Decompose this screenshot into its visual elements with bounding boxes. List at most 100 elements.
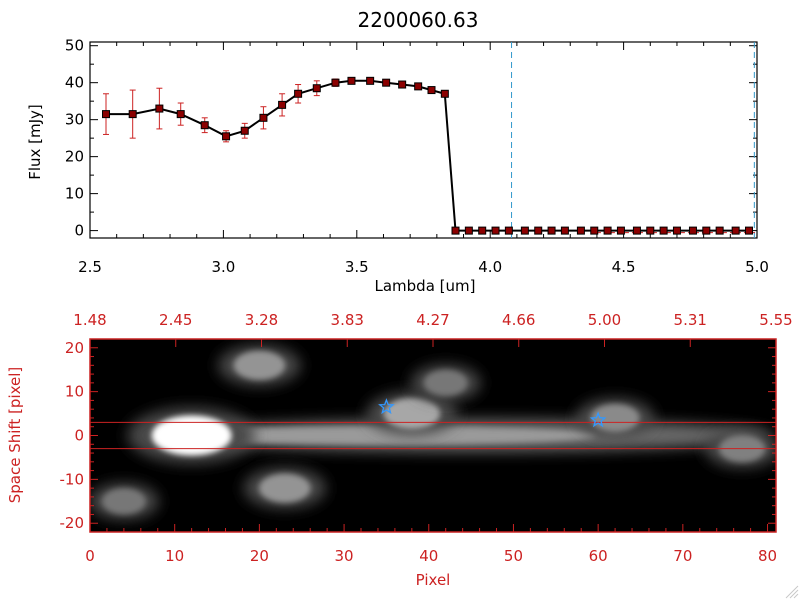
data-point (200, 121, 209, 130)
data-point (294, 89, 303, 98)
wavelength-tick-label: 3.28 (245, 311, 278, 329)
pixel-axis-label: Pixel (416, 571, 451, 589)
data-point (744, 226, 753, 235)
data-point (222, 132, 231, 141)
data-point (576, 226, 585, 235)
space-shift-axis-label: Space Shift [pixel] (6, 367, 24, 504)
y-tick-label: 0 (74, 222, 84, 240)
wavelength-tick-label: 1.48 (73, 311, 106, 329)
resize-grip-icon[interactable] (785, 585, 799, 599)
data-point (491, 226, 500, 235)
data-point (520, 226, 529, 235)
data-point (659, 226, 668, 235)
star-markers (378, 398, 607, 428)
y-tick-label: 40 (65, 74, 84, 92)
bottom-plot-axes: 0 10 20 30 40 50 60 70 80 1.48 2.45 3.28 3.83 4.27 4.6… (60, 311, 793, 565)
shift-tick-label: 0 (74, 427, 84, 445)
emission-blob (423, 369, 468, 396)
wavelength-tick-label: 3.83 (331, 311, 364, 329)
emission-blob (590, 403, 640, 432)
x-tick-label: 4.5 (612, 258, 636, 276)
pixel-tick-label: 40 (419, 547, 438, 565)
x-tick-label: 3.0 (211, 258, 235, 276)
y-tick-label: 50 (65, 37, 84, 55)
data-point (128, 110, 137, 119)
flux-spectrum-plot: 2200060.63 2.5 3.0 3.5 4.0 4.5 5.0 0 10 20 30 40 50… (26, 8, 769, 295)
pixel-tick-label: 80 (758, 547, 777, 565)
x-tick-label: 4.0 (478, 258, 502, 276)
x-axis-label: Lambda [um] (375, 277, 476, 295)
data-point (259, 113, 268, 122)
data-point (451, 226, 460, 235)
star-icon (589, 411, 607, 428)
data-point (440, 89, 449, 98)
data-point (366, 76, 375, 85)
emission-blob (233, 350, 286, 380)
shift-tick-label: 20 (65, 339, 84, 357)
data-point (331, 78, 340, 87)
spectral-image-plot: 0 10 20 30 40 50 60 70 80 1.48 2.45 3.28 3.83 4.27 4.6… (6, 311, 793, 589)
wavelength-tick-label: 2.45 (159, 311, 192, 329)
data-point (504, 226, 513, 235)
data-point (478, 226, 487, 235)
data-point (347, 76, 356, 85)
pixel-tick-label: 20 (250, 547, 269, 565)
pixel-tick-label: 50 (504, 547, 523, 565)
data-point (688, 226, 697, 235)
wavelength-tick-label: 4.27 (416, 311, 449, 329)
emission-blob (383, 398, 441, 430)
data-point (646, 226, 655, 235)
flux-points (102, 76, 753, 235)
flux-series-line (106, 79, 749, 232)
data-point (603, 226, 612, 235)
x-tick-label: 5.0 (745, 258, 769, 276)
data-point (616, 226, 625, 235)
data-point (278, 100, 287, 109)
pixel-tick-label: 0 (85, 547, 95, 565)
chart-title: 2200060.63 (358, 8, 479, 32)
data-point (398, 80, 407, 89)
data-point (464, 226, 473, 235)
pixel-tick-label: 60 (589, 547, 608, 565)
top-plot-frame (89, 41, 758, 239)
wavelength-tick-label: 4.66 (502, 311, 535, 329)
reference-lines (511, 42, 757, 238)
star-icon (378, 398, 395, 415)
top-plot-axes: 2.5 3.0 3.5 4.0 4.5 5.0 0 10 20 30 40 50 (65, 37, 769, 276)
wavelength-tick-label: 5.55 (759, 311, 792, 329)
data-point (672, 226, 681, 235)
data-point (102, 110, 111, 119)
pixel-tick-label: 30 (335, 547, 354, 565)
emission-sources (90, 345, 776, 520)
emission-blob (102, 488, 146, 515)
data-point (427, 86, 436, 95)
y-tick-label: 30 (65, 111, 84, 129)
data-point (176, 110, 185, 119)
shift-tick-label: -10 (60, 470, 85, 488)
wavelength-tick-label: 5.31 (674, 311, 707, 329)
shift-tick-label: -20 (60, 514, 85, 532)
shift-tick-label: 10 (65, 383, 84, 401)
spectral-trace-core (176, 426, 597, 445)
data-point (702, 226, 711, 235)
x-tick-label: 3.5 (345, 258, 369, 276)
pixel-tick-label: 70 (673, 547, 692, 565)
data-point (155, 104, 164, 113)
extraction-aperture-lines (90, 421, 776, 450)
y-axis-label: Flux [mJy] (26, 104, 44, 180)
data-point (240, 126, 249, 135)
data-point (312, 84, 321, 93)
data-point (632, 226, 641, 235)
data-point (414, 82, 423, 91)
data-point (382, 78, 391, 87)
y-tick-label: 20 (65, 148, 84, 166)
data-point (590, 226, 599, 235)
emission-blob (151, 415, 232, 456)
data-point (715, 226, 724, 235)
data-point (534, 226, 543, 235)
wavelength-tick-label: 5.00 (588, 311, 621, 329)
pixel-tick-label: 10 (165, 547, 184, 565)
x-tick-label: 2.5 (78, 258, 102, 276)
data-point (560, 226, 569, 235)
